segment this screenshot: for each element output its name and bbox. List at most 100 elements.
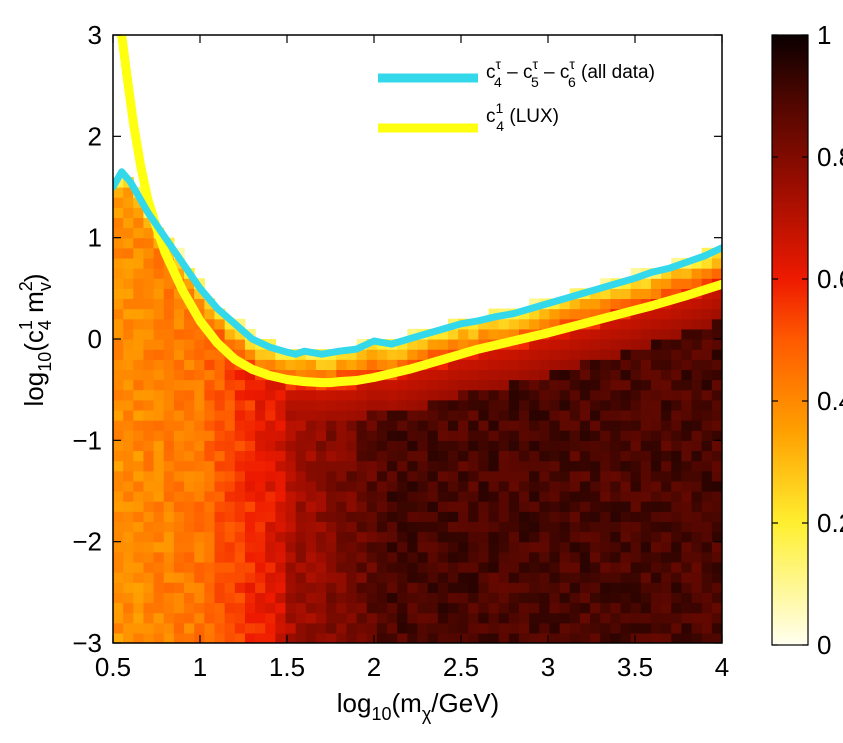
heatmap-cell bbox=[366, 602, 378, 614]
heatmap-cell bbox=[519, 632, 530, 643]
heatmap-cell bbox=[123, 379, 134, 391]
heatmap-cell bbox=[316, 582, 327, 593]
heatmap-cell bbox=[356, 470, 368, 482]
heatmap-cell bbox=[519, 379, 530, 391]
heatmap-cell bbox=[579, 572, 591, 583]
heatmap-cell bbox=[508, 551, 520, 563]
heatmap-cell bbox=[265, 389, 276, 401]
heatmap-cell bbox=[143, 399, 155, 411]
heatmap-cell bbox=[650, 622, 662, 634]
heatmap-cell bbox=[478, 572, 490, 583]
heatmap-cell bbox=[488, 491, 500, 502]
heatmap-cell bbox=[387, 582, 398, 593]
heatmap-cell bbox=[620, 551, 632, 563]
heatmap-cell bbox=[316, 561, 327, 573]
heatmap-cell bbox=[661, 369, 672, 381]
heatmap-cell bbox=[397, 612, 408, 624]
heatmap-cell bbox=[671, 501, 682, 512]
heatmap-cell bbox=[468, 430, 479, 441]
heatmap-cell bbox=[285, 561, 297, 573]
heatmap-cell bbox=[184, 369, 195, 381]
heatmap-cell bbox=[255, 592, 266, 604]
heatmap-cell bbox=[468, 399, 479, 411]
heatmap-cell bbox=[123, 622, 134, 634]
heatmap-cell bbox=[407, 389, 419, 401]
heatmap-cell bbox=[610, 592, 622, 604]
curves bbox=[113, 35, 722, 388]
heatmap-cell bbox=[295, 511, 307, 522]
heatmap-cell bbox=[650, 602, 662, 614]
heatmap-cell bbox=[437, 389, 449, 401]
heatmap-cell bbox=[437, 379, 449, 391]
heatmap-cell bbox=[691, 551, 703, 563]
heatmap-cell bbox=[701, 440, 713, 452]
heatmap-cell bbox=[123, 511, 134, 522]
heatmap-cell bbox=[681, 561, 693, 573]
heatmap-cell bbox=[681, 430, 693, 441]
heatmap-cell bbox=[590, 440, 601, 452]
heatmap-cell bbox=[711, 440, 722, 452]
heatmap-cell bbox=[559, 521, 571, 533]
heatmap-cell bbox=[549, 470, 561, 482]
heatmap-cell bbox=[569, 622, 581, 634]
heatmap-cell bbox=[173, 318, 185, 330]
heatmap-cell bbox=[143, 298, 155, 310]
heatmap-cell bbox=[305, 430, 317, 441]
heatmap-cell bbox=[285, 420, 297, 431]
heatmap-cell bbox=[458, 551, 469, 563]
heatmap-cell bbox=[194, 430, 205, 441]
heatmap-cell bbox=[407, 561, 419, 573]
heatmap-cell bbox=[265, 359, 276, 370]
heatmap-cell bbox=[691, 450, 703, 462]
heatmap-cell bbox=[123, 359, 134, 370]
heatmap-cell bbox=[630, 572, 642, 583]
heatmap-cell bbox=[285, 511, 297, 522]
heatmap-cell bbox=[255, 632, 266, 643]
heatmap-cell bbox=[519, 582, 530, 593]
heatmap-cell bbox=[539, 511, 551, 522]
heatmap-cell bbox=[214, 389, 226, 401]
heatmap-cell bbox=[559, 632, 571, 643]
heatmap-cell bbox=[549, 592, 561, 604]
heatmap-cell bbox=[366, 551, 378, 563]
heatmap-cell bbox=[376, 551, 388, 563]
heatmap-cell bbox=[478, 440, 490, 452]
heatmap-cell bbox=[397, 349, 408, 360]
heatmap-cell bbox=[559, 602, 571, 614]
heatmap-cell bbox=[458, 440, 469, 452]
heatmap-cell bbox=[387, 632, 398, 643]
heatmap-cell bbox=[265, 491, 276, 502]
heatmap-cell bbox=[123, 430, 134, 441]
heatmap-cell bbox=[173, 602, 185, 614]
heatmap-cell bbox=[275, 612, 287, 624]
heatmap-cell bbox=[234, 561, 246, 573]
heatmap-cell bbox=[305, 369, 317, 381]
heatmap-cell bbox=[336, 572, 348, 583]
heatmap-cell bbox=[244, 592, 256, 604]
heatmap-cell bbox=[539, 632, 551, 643]
heatmap-cell bbox=[255, 602, 266, 614]
heatmap-cell bbox=[468, 369, 479, 381]
heatmap-cell bbox=[569, 339, 581, 350]
heatmap-cell bbox=[539, 450, 551, 462]
heatmap-cell bbox=[559, 582, 571, 593]
heatmap-cell bbox=[305, 612, 317, 624]
heatmap-cell bbox=[295, 541, 307, 553]
heatmap-cell bbox=[265, 612, 276, 624]
heatmap-cell bbox=[559, 612, 571, 624]
heatmap-cell bbox=[133, 237, 145, 249]
heatmap-cell bbox=[559, 450, 571, 462]
heatmap-cell bbox=[214, 511, 226, 522]
heatmap-cell bbox=[244, 470, 256, 482]
heatmap-cell bbox=[640, 318, 652, 330]
heatmap-cell bbox=[539, 430, 551, 441]
heatmap-cell bbox=[437, 622, 449, 634]
heatmap-cell bbox=[630, 541, 642, 553]
heatmap-cell bbox=[204, 318, 216, 330]
heatmap-cell bbox=[244, 521, 256, 533]
heatmap-cell bbox=[184, 602, 195, 614]
heatmap-cell bbox=[224, 409, 236, 421]
heatmap-cell bbox=[569, 349, 581, 360]
heatmap-cell bbox=[427, 491, 439, 502]
heatmap-cell bbox=[620, 460, 632, 472]
